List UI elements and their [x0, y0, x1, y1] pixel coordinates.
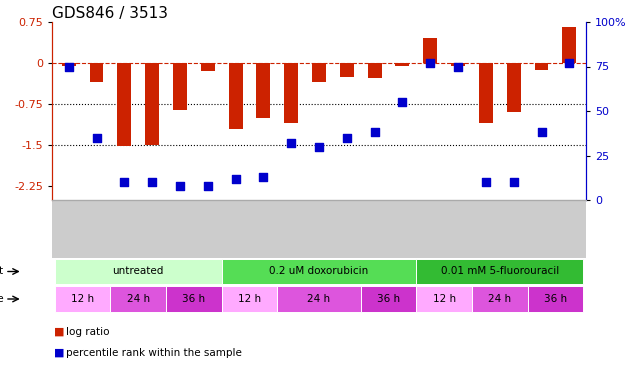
Text: ■: ■	[54, 327, 64, 337]
Bar	[416, 285, 472, 312]
Text: 36 h: 36 h	[182, 294, 206, 304]
Bar	[340, 63, 354, 77]
Bar	[145, 63, 159, 145]
Text: 36 h: 36 h	[544, 294, 567, 304]
Bar	[277, 285, 361, 312]
Bar	[562, 27, 576, 63]
Point	[453, 63, 463, 69]
Point	[175, 183, 185, 189]
Point	[509, 179, 519, 185]
Text: log ratio: log ratio	[66, 327, 110, 337]
Text: untreated: untreated	[112, 267, 164, 276]
Point	[230, 176, 240, 181]
Bar	[368, 63, 382, 78]
Text: 24 h: 24 h	[127, 294, 150, 304]
Text: GDS846 / 3513: GDS846 / 3513	[52, 6, 168, 21]
Bar	[472, 285, 528, 312]
Text: 36 h: 36 h	[377, 294, 400, 304]
Bar	[423, 38, 437, 63]
Text: ■: ■	[54, 348, 64, 358]
Text: 24 h: 24 h	[307, 294, 331, 304]
Bar	[528, 285, 583, 312]
Bar	[55, 258, 221, 285]
Bar	[221, 258, 416, 285]
Bar	[173, 63, 187, 110]
Point	[286, 140, 296, 146]
Point	[564, 60, 574, 66]
Text: agent: agent	[0, 267, 4, 276]
Point	[398, 99, 408, 105]
Text: 12 h: 12 h	[433, 294, 456, 304]
Point	[342, 135, 352, 141]
Bar	[62, 63, 76, 66]
Bar	[228, 63, 242, 129]
Bar	[396, 63, 410, 66]
Point	[91, 135, 102, 141]
Bar	[312, 63, 326, 82]
Text: time: time	[0, 294, 4, 304]
Bar	[507, 63, 521, 112]
Point	[425, 60, 435, 66]
Bar	[416, 258, 583, 285]
Bar	[55, 285, 110, 312]
Point	[536, 129, 546, 135]
Bar	[117, 63, 131, 146]
Bar	[361, 285, 416, 312]
Text: 12 h: 12 h	[238, 294, 261, 304]
Point	[203, 183, 213, 189]
Bar	[534, 63, 548, 70]
Text: 0.2 uM doxorubicin: 0.2 uM doxorubicin	[269, 267, 369, 276]
Text: 12 h: 12 h	[71, 294, 94, 304]
Point	[370, 129, 380, 135]
Bar	[284, 63, 298, 123]
Bar	[479, 63, 493, 123]
Bar	[110, 285, 166, 312]
Bar	[166, 285, 221, 312]
Bar	[221, 285, 277, 312]
Text: 24 h: 24 h	[488, 294, 511, 304]
Point	[314, 144, 324, 150]
Bar	[201, 63, 215, 71]
Point	[64, 63, 74, 69]
Bar	[256, 63, 270, 118]
Text: 0.01 mM 5-fluorouracil: 0.01 mM 5-fluorouracil	[440, 267, 559, 276]
Text: percentile rank within the sample: percentile rank within the sample	[66, 348, 242, 358]
Point	[147, 179, 157, 185]
Point	[119, 179, 129, 185]
Point	[481, 179, 491, 185]
Point	[258, 174, 268, 180]
Bar	[451, 63, 465, 66]
Bar	[90, 63, 103, 82]
